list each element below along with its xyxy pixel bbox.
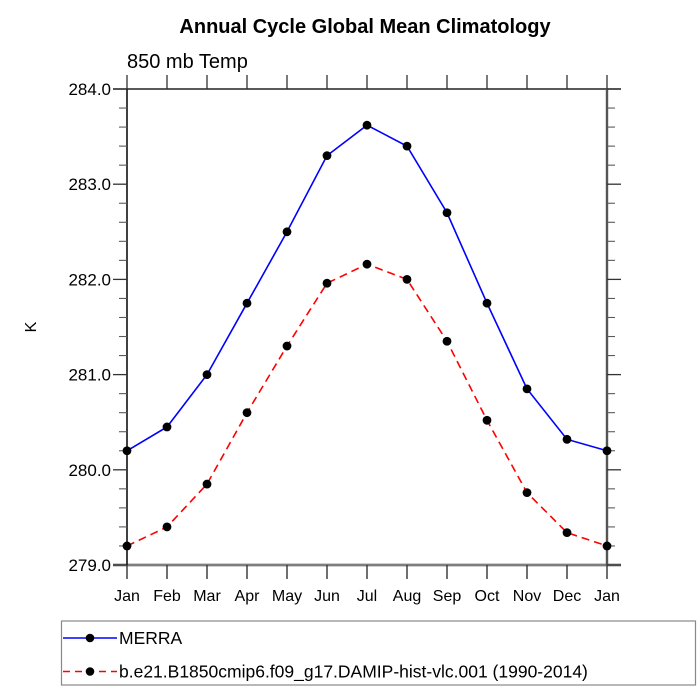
x-tick-label: Mar [193, 588, 221, 605]
x-tick-label: Feb [153, 588, 181, 605]
x-tick-label: Oct [475, 588, 500, 605]
y-tick-label: 279.0 [68, 556, 111, 575]
x-tick-label: Apr [235, 588, 261, 605]
merra-series [122, 120, 612, 456]
y-tick-label: 280.0 [68, 461, 111, 480]
series-line [126, 124, 608, 452]
data-point-marker [362, 259, 372, 269]
y-tick-label: 283.0 [68, 175, 111, 194]
chart-title: Annual Cycle Global Mean Climatology [179, 16, 551, 38]
legend: MERRA b.e21.B1850cmip6.f09_g17.DAMIP-hist… [60, 620, 697, 686]
data-point-marker [482, 298, 492, 308]
x-tick-label: May [272, 588, 302, 605]
data-point-marker [522, 488, 532, 498]
x-tick-label: Dec [553, 588, 581, 605]
data-point-marker [242, 298, 252, 308]
data-point-marker [322, 151, 332, 161]
data-point-marker [442, 336, 452, 346]
y-axis-label: K [23, 321, 40, 332]
data-point-marker [242, 408, 252, 418]
legend-box [60, 620, 697, 686]
data-point-marker [442, 208, 452, 218]
data-point-marker [362, 120, 372, 130]
data-point-marker [282, 227, 292, 237]
x-tick-label: Aug [393, 588, 421, 605]
x-tick-label: Jun [314, 588, 340, 605]
y-tick-label: 284.0 [68, 80, 111, 99]
data-point-marker [282, 341, 292, 351]
data-point-marker [562, 528, 572, 538]
data-point-marker [602, 541, 612, 551]
data-point-marker [562, 434, 572, 444]
data-point-marker [482, 415, 492, 425]
x-tick-label: Jan [594, 588, 620, 605]
x-tick-label: Jan [114, 588, 140, 605]
legend-marker [85, 667, 95, 676]
data-point-marker [602, 446, 612, 456]
data-point-marker [202, 479, 212, 489]
x-tick-label: Jul [357, 588, 377, 605]
series-line [126, 263, 608, 547]
data-point-marker [122, 446, 132, 456]
x-tick-label: Sep [433, 588, 462, 605]
data-point-marker [162, 422, 172, 432]
data-point-marker [402, 275, 412, 284]
data-point-marker [402, 141, 412, 151]
chart-subtitle: 850 mb Temp [127, 51, 248, 73]
y-tick-label: 282.0 [68, 270, 111, 289]
data-point-marker [202, 370, 212, 379]
data-point-marker [162, 522, 172, 532]
data-point-marker [522, 384, 532, 394]
data-point-marker [122, 541, 132, 551]
legend-label: MERRA [119, 628, 183, 648]
model-series [122, 259, 612, 551]
data-point-marker [322, 278, 332, 288]
legend-label: b.e21.B1850cmip6.f09_g17.DAMIP-hist-vlc.… [119, 662, 588, 683]
x-tick-label: Nov [513, 588, 541, 605]
legend-marker [85, 633, 95, 643]
y-tick-label: 281.0 [68, 366, 111, 385]
